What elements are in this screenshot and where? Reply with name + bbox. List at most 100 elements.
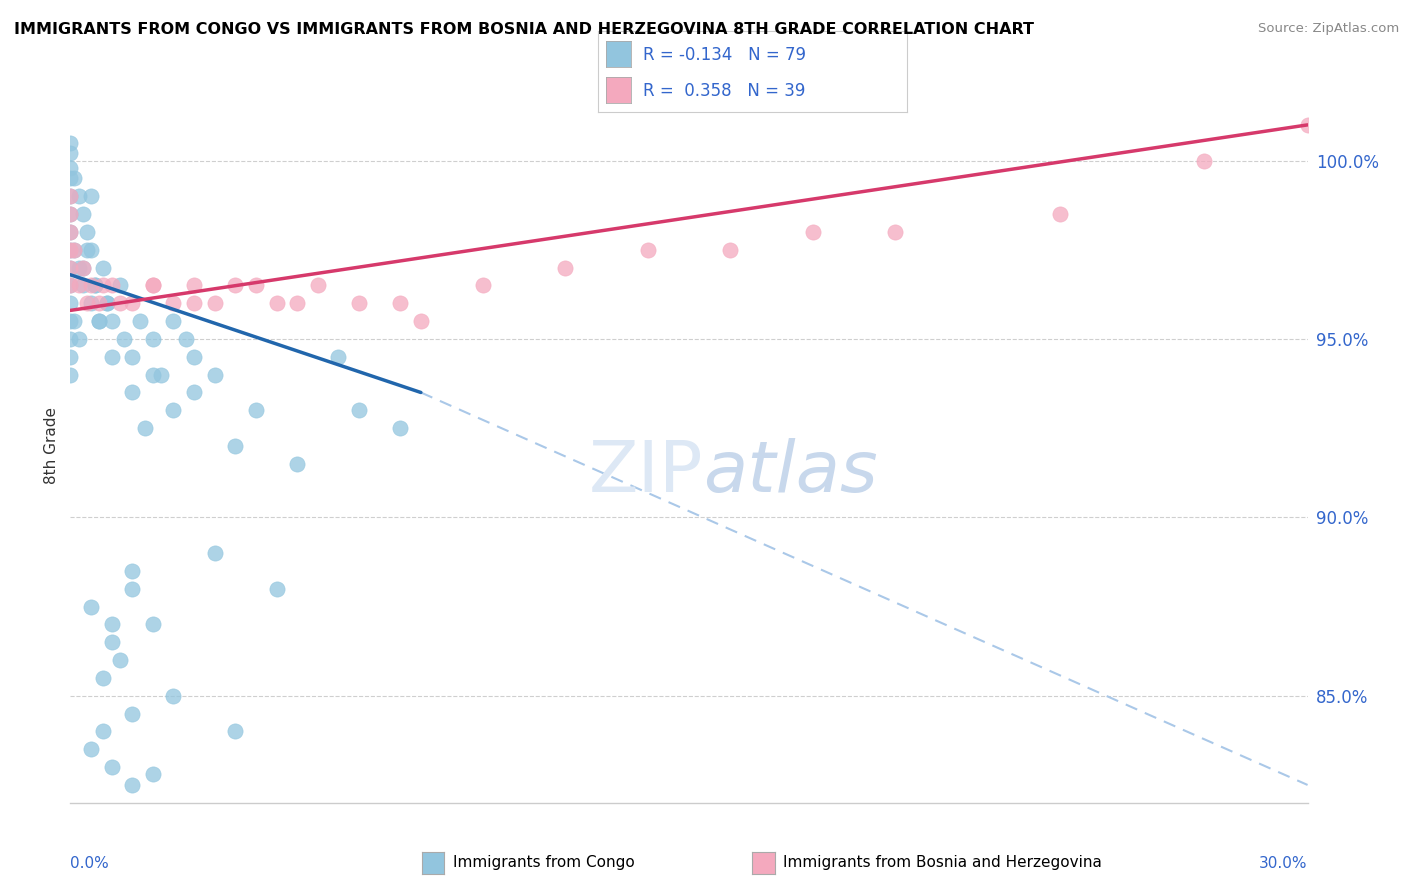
Point (162, 403, 184, 417)
Point (67, 278, 90, 293)
Point (100, 278, 122, 293)
Point (59, 278, 82, 293)
Point (108, 653, 131, 667)
Point (389, 421, 412, 435)
Text: R =  0.358   N = 39: R = 0.358 N = 39 (643, 82, 804, 101)
Point (204, 368, 226, 382)
Point (718, 243, 741, 257)
Point (59, 296, 82, 310)
Point (96, 296, 118, 310)
Point (63, 171, 86, 186)
Point (1194, 153, 1216, 168)
Point (96, 296, 118, 310)
Point (204, 546, 226, 560)
Point (89, 296, 111, 310)
Point (59, 368, 82, 382)
Point (245, 278, 267, 293)
Point (91, 724, 114, 739)
Point (63, 243, 86, 257)
Point (59, 171, 82, 186)
Point (59, 207, 82, 221)
Point (67, 260, 90, 275)
Point (59, 243, 82, 257)
Text: R = -0.134   N = 79: R = -0.134 N = 79 (643, 46, 806, 64)
Point (59, 161, 82, 175)
Point (162, 689, 184, 703)
Point (59, 189, 82, 203)
Point (59, 207, 82, 221)
Point (307, 278, 329, 293)
Text: IMMIGRANTS FROM CONGO VS IMMIGRANTS FROM BOSNIA AND HERZEGOVINA 8TH GRADE CORREL: IMMIGRANTS FROM CONGO VS IMMIGRANTS FROM… (14, 22, 1033, 37)
Point (554, 260, 576, 275)
Point (328, 350, 350, 364)
Point (59, 260, 82, 275)
Point (285, 296, 308, 310)
Point (108, 278, 131, 293)
Point (59, 260, 82, 275)
Point (245, 403, 267, 417)
Point (183, 278, 205, 293)
Point (112, 332, 135, 346)
Point (59, 225, 82, 239)
Point (59, 350, 82, 364)
Point (76, 225, 98, 239)
Point (100, 314, 122, 328)
Point (884, 225, 907, 239)
Point (59, 278, 82, 293)
Point (89, 314, 111, 328)
Point (134, 421, 156, 435)
Point (67, 332, 90, 346)
Point (89, 314, 111, 328)
Point (108, 296, 131, 310)
Point (84, 278, 107, 293)
Point (63, 314, 86, 328)
Point (72, 260, 94, 275)
Point (409, 314, 432, 328)
Point (100, 617, 122, 632)
Point (72, 278, 94, 293)
Point (100, 635, 122, 649)
Point (183, 385, 205, 400)
Point (80, 189, 103, 203)
Point (121, 350, 143, 364)
Point (63, 243, 86, 257)
Point (285, 457, 308, 471)
Point (59, 332, 82, 346)
Point (142, 332, 165, 346)
Point (80, 742, 103, 756)
Point (389, 296, 412, 310)
Point (266, 582, 288, 596)
Y-axis label: 8th Grade: 8th Grade (44, 408, 59, 484)
Point (100, 760, 122, 774)
Point (204, 296, 226, 310)
Point (121, 778, 143, 792)
Point (142, 278, 165, 293)
Point (347, 403, 370, 417)
Point (91, 671, 114, 685)
Point (183, 296, 205, 310)
Point (91, 278, 114, 293)
Point (150, 368, 173, 382)
Text: Immigrants from Bosnia and Herzegovina: Immigrants from Bosnia and Herzegovina (783, 855, 1102, 870)
Point (91, 260, 114, 275)
Point (72, 260, 94, 275)
Point (162, 296, 184, 310)
Point (76, 296, 98, 310)
Point (80, 296, 103, 310)
Text: Source: ZipAtlas.com: Source: ZipAtlas.com (1258, 22, 1399, 36)
Point (59, 189, 82, 203)
Point (76, 243, 98, 257)
Point (266, 296, 288, 310)
Point (121, 296, 143, 310)
Point (1049, 207, 1071, 221)
Point (224, 439, 246, 453)
Point (129, 314, 152, 328)
Point (224, 278, 246, 293)
Point (121, 706, 143, 721)
Point (142, 368, 165, 382)
Text: atlas: atlas (703, 438, 877, 508)
Text: Immigrants from Congo: Immigrants from Congo (453, 855, 634, 870)
Point (121, 564, 143, 578)
Point (471, 278, 494, 293)
Point (84, 278, 107, 293)
